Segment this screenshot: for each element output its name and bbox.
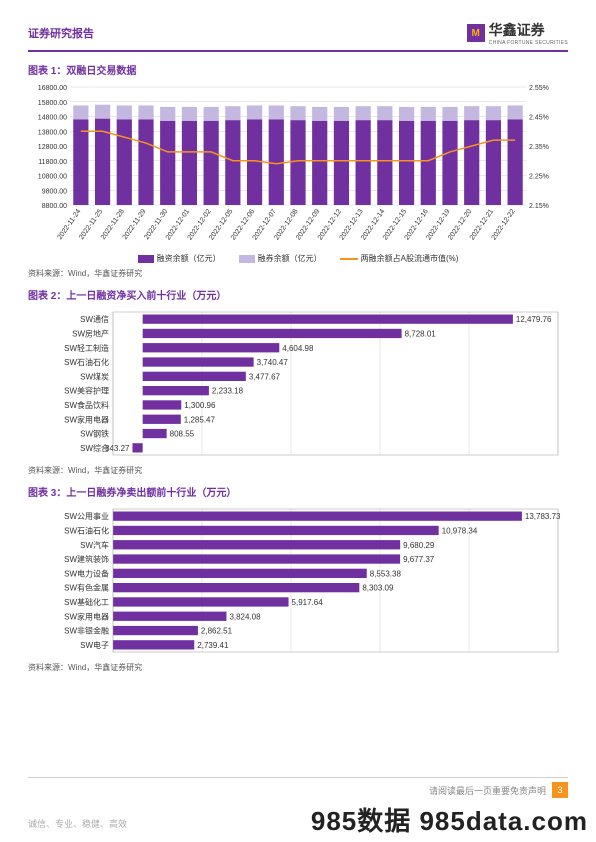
logo: M 华鑫证券 CHINA FORTUNE SECURITIES: [467, 20, 568, 46]
svg-text:2.35%: 2.35%: [529, 144, 549, 151]
svg-text:8,303.09: 8,303.09: [362, 584, 394, 593]
svg-text:8,553.38: 8,553.38: [370, 569, 402, 578]
svg-text:9,677.37: 9,677.37: [403, 555, 435, 564]
chart3-source: 资料来源：Wind，华鑫证券研究: [28, 662, 568, 673]
chart2-title: 图表 2：上一日融资净买入前十行业（万元）: [28, 287, 568, 302]
chart1-title: 图表 1：双融日交易数据: [28, 62, 568, 77]
svg-text:SW石油石化: SW石油石化: [64, 525, 109, 535]
chart1-source: 资料来源：Wind，华鑫证券研究: [28, 268, 568, 279]
page-number: 3: [552, 782, 568, 798]
svg-text:SW食品饮料: SW食品饮料: [64, 400, 109, 410]
chart3-title: 图表 3：上一日融券净卖出额前十行业（万元）: [28, 484, 568, 499]
svg-text:SW非银金融: SW非银金融: [64, 626, 109, 636]
svg-text:12,479.76: 12,479.76: [516, 315, 552, 324]
chart3: SW公用事业 13,783.73 SW石油石化 10,978.34 SW汽车 9,680.…: [28, 503, 568, 658]
legend1: 融资余额（亿元）: [157, 253, 221, 264]
chart1: 8800.00 9800.00 10800.00 11800.00 12800.00 13…: [28, 81, 568, 251]
legend3: 两融余额占A股流通市值(%): [361, 253, 459, 264]
svg-text:SW轻工制造: SW轻工制造: [64, 343, 109, 353]
svg-text:13800.00: 13800.00: [38, 129, 67, 136]
svg-text:3,740.47: 3,740.47: [257, 358, 289, 367]
svg-text:8,728.01: 8,728.01: [405, 329, 437, 338]
svg-text:15800.00: 15800.00: [38, 100, 67, 107]
svg-text:2,233.18: 2,233.18: [212, 387, 244, 396]
report-type: 证券研究报告: [28, 25, 94, 41]
chart2: SW通信 12,479.76 SW房地产 8,728.01 SW轻工制造 4,604.98…: [28, 306, 568, 461]
svg-text:9,680.29: 9,680.29: [403, 541, 435, 550]
footer-text: 请阅读最后一页重要免责声明: [429, 784, 546, 797]
svg-text:16800.00: 16800.00: [38, 85, 67, 92]
svg-text:1,285.47: 1,285.47: [184, 415, 216, 424]
svg-text:SW电子: SW电子: [80, 640, 109, 650]
svg-text:SW家用电器: SW家用电器: [64, 414, 109, 424]
svg-text:3,477.67: 3,477.67: [249, 372, 281, 381]
chart2-source: 资料来源：Wind，华鑫证券研究: [28, 465, 568, 476]
svg-text:SW煤炭: SW煤炭: [80, 371, 109, 381]
svg-text:1,300.96: 1,300.96: [184, 401, 216, 410]
svg-text:SW房地产: SW房地产: [72, 328, 109, 338]
chart1-legend: 融资余额（亿元） 融券余额（亿元） 两融余额占A股流通市值(%): [28, 253, 568, 264]
svg-text:SW石油石化: SW石油石化: [64, 357, 109, 367]
svg-text:2022-12-22: 2022-12-22: [491, 208, 517, 241]
svg-text:8800.00: 8800.00: [42, 203, 67, 210]
svg-text:3,824.08: 3,824.08: [229, 612, 261, 621]
svg-text:5,917.64: 5,917.64: [292, 598, 324, 607]
svg-text:SW公用事业: SW公用事业: [64, 511, 109, 521]
svg-text:SW基础化工: SW基础化工: [64, 597, 109, 607]
logo-text: 华鑫证券: [489, 20, 568, 40]
svg-text:2.15%: 2.15%: [529, 203, 549, 210]
svg-text:SW美容护理: SW美容护理: [64, 386, 109, 396]
svg-text:SW钢铁: SW钢铁: [80, 429, 109, 439]
svg-text:2.25%: 2.25%: [529, 174, 549, 181]
svg-text:10800.00: 10800.00: [38, 174, 67, 181]
svg-text:SW通信: SW通信: [80, 314, 109, 324]
svg-text:2,862.51: 2,862.51: [201, 627, 233, 636]
svg-text:SW有色金属: SW有色金属: [64, 583, 109, 593]
svg-text:9800.00: 9800.00: [42, 188, 67, 195]
svg-text:10,978.34: 10,978.34: [442, 526, 478, 535]
svg-text:SW家用电器: SW家用电器: [64, 611, 109, 621]
svg-text:2.55%: 2.55%: [529, 85, 549, 92]
page-header: 证券研究报告 M 华鑫证券 CHINA FORTUNE SECURITIES: [28, 20, 568, 52]
svg-text:SW建筑装饰: SW建筑装饰: [64, 554, 109, 564]
logo-icon: M: [467, 24, 485, 42]
svg-text:4,604.98: 4,604.98: [282, 344, 314, 353]
watermark: 985数据 985data.com: [311, 801, 588, 838]
svg-text:13,783.73: 13,783.73: [525, 512, 561, 521]
svg-text:11800.00: 11800.00: [38, 159, 67, 166]
svg-text:-343.27: -343.27: [102, 444, 130, 453]
logo-subtext: CHINA FORTUNE SECURITIES: [489, 40, 568, 46]
tagline: 诚信、专业、稳健、高效: [28, 817, 127, 830]
legend2: 融券余额（亿元）: [258, 253, 322, 264]
svg-text:2.45%: 2.45%: [529, 115, 549, 122]
footer-divider: [28, 777, 568, 778]
svg-text:SW汽车: SW汽车: [80, 540, 109, 550]
svg-text:2,739.41: 2,739.41: [197, 641, 229, 650]
svg-text:12800.00: 12800.00: [38, 144, 67, 151]
svg-text:SW电力设备: SW电力设备: [64, 568, 109, 578]
footer: 请阅读最后一页重要免责声明 3: [429, 782, 568, 798]
svg-text:14800.00: 14800.00: [38, 115, 67, 122]
svg-text:808.55: 808.55: [170, 430, 195, 439]
